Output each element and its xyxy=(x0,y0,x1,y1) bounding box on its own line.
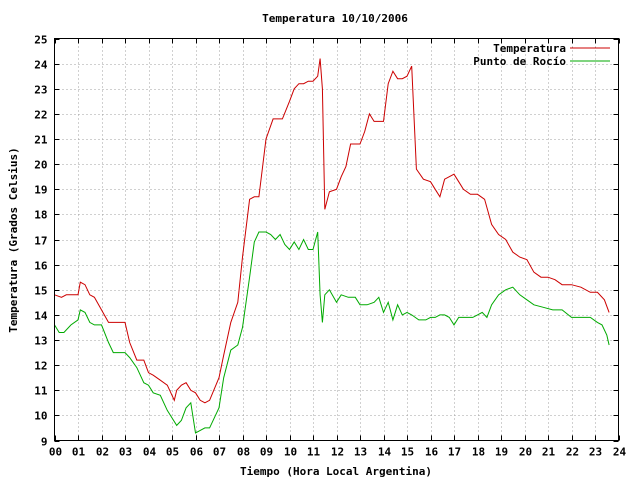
y-tick-label: 20 xyxy=(34,159,47,172)
x-tick-label: 17 xyxy=(448,446,461,459)
x-tick-label: 21 xyxy=(542,446,556,459)
grid xyxy=(54,38,619,441)
x-tick-label: 12 xyxy=(331,446,344,459)
x-tick-label: 01 xyxy=(72,446,86,459)
y-tick-label: 21 xyxy=(34,134,48,147)
x-tick-label: 07 xyxy=(213,446,226,459)
x-tick-label: 08 xyxy=(237,446,250,459)
x-tick-label: 15 xyxy=(401,446,414,459)
y-tick-label: 9 xyxy=(41,436,48,449)
y-tick-label: 19 xyxy=(34,184,47,197)
x-tick-label: 04 xyxy=(143,446,157,459)
x-tick-label: 05 xyxy=(166,446,179,459)
series-line-punto-de-rocio xyxy=(54,231,610,434)
y-tick-label: 22 xyxy=(34,109,47,122)
x-tick-label: 20 xyxy=(519,446,532,459)
x-tick-label: 16 xyxy=(425,446,439,459)
y-axis-label: Temperatura (Grados Celsius) xyxy=(7,147,20,332)
y-tick-label: 12 xyxy=(34,360,47,373)
y-tick-label: 16 xyxy=(34,260,48,273)
x-tick-label: 14 xyxy=(378,446,392,459)
x-tick-label: 23 xyxy=(589,446,602,459)
x-axis-label: Tiempo (Hora Local Argentina) xyxy=(240,465,432,478)
x-tick-label: 22 xyxy=(566,446,579,459)
plot-frame xyxy=(54,38,619,441)
y-tick-label: 10 xyxy=(34,410,47,423)
x-tick-label: 10 xyxy=(284,446,297,459)
y-tick-label: 25 xyxy=(34,34,47,47)
y-tick-label: 14 xyxy=(34,310,48,323)
chart-title: Temperatura 10/10/2006 xyxy=(262,12,408,25)
series-line-temperatura xyxy=(54,58,610,404)
series-layer xyxy=(54,58,610,434)
y-tick-label: 18 xyxy=(34,209,47,222)
y-tick-label: 17 xyxy=(34,235,47,248)
legend-label-temperatura: Temperatura xyxy=(493,42,566,55)
y-tick-label: 13 xyxy=(34,335,47,348)
x-tick-label: 13 xyxy=(354,446,367,459)
x-tick-label: 11 xyxy=(307,446,321,459)
y-tick-label: 11 xyxy=(34,385,48,398)
x-axis-ticks: 00 01 02 03 04 05 06 07 08 09 10 11 12 13 14 15 16 17 18 19… xyxy=(49,38,627,459)
x-tick-label: 24 xyxy=(613,446,627,459)
x-tick-label: 00 xyxy=(49,446,62,459)
legend: Temperatura Punto de Rocío xyxy=(473,42,610,68)
y-tick-label: 15 xyxy=(34,285,47,298)
y-axis-ticks: 9 10 11 12 13 14 15 16 17 18 19 20 21 22 23 24 25 xyxy=(34,34,619,449)
x-tick-label: 06 xyxy=(190,446,204,459)
x-tick-label: 18 xyxy=(472,446,485,459)
x-tick-label: 02 xyxy=(96,446,109,459)
x-tick-label: 03 xyxy=(119,446,132,459)
y-tick-label: 24 xyxy=(34,59,48,72)
y-tick-label: 23 xyxy=(34,84,47,97)
x-tick-label: 19 xyxy=(495,446,508,459)
x-tick-label: 09 xyxy=(260,446,273,459)
legend-label-rocio: Punto de Rocío xyxy=(473,55,566,68)
